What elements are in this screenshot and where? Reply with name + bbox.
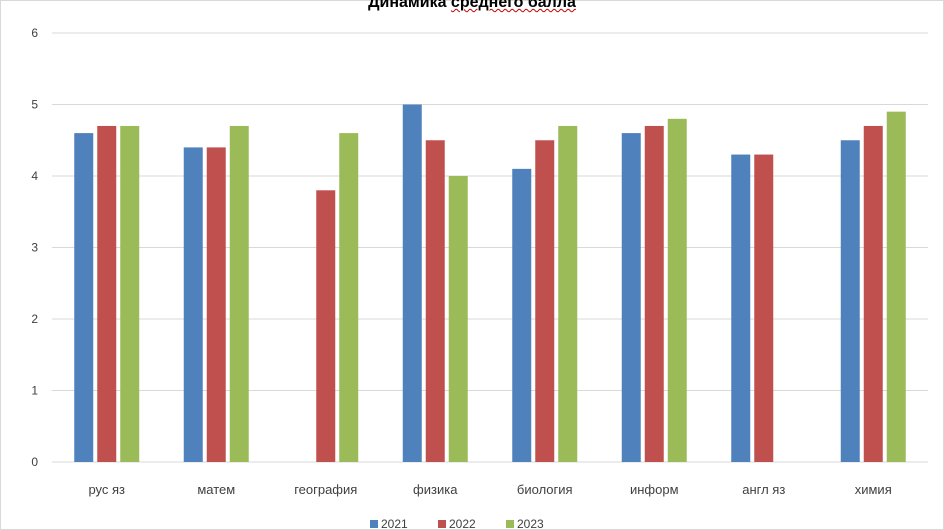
chart-title-pre: Динамика bbox=[368, 0, 451, 11]
legend-label-2021: 2021 bbox=[381, 517, 408, 530]
bar-2022-5 bbox=[644, 125, 664, 462]
y-tick-label: 5 bbox=[31, 98, 38, 112]
y-tick-label: 0 bbox=[31, 455, 38, 469]
legend-swatch-2023 bbox=[506, 520, 514, 528]
y-tick-label: 2 bbox=[31, 312, 38, 326]
bar-2021-3 bbox=[402, 104, 422, 462]
bar-2023-1 bbox=[229, 125, 249, 462]
bar-2023-4 bbox=[558, 125, 578, 462]
bar-2022-4 bbox=[535, 140, 555, 462]
bar-2022-3 bbox=[425, 140, 445, 462]
bar-2022-6 bbox=[754, 154, 774, 463]
bar-2023-2 bbox=[339, 133, 359, 462]
gridlines bbox=[52, 32, 928, 463]
bar-2021-0 bbox=[74, 133, 94, 462]
x-category-label: география bbox=[294, 482, 357, 497]
y-tick-label: 6 bbox=[31, 26, 38, 40]
bar-2022-2 bbox=[316, 190, 336, 463]
x-axis-categories: рус яз матем география физика биология информ… bbox=[88, 482, 891, 497]
legend-swatch-2022 bbox=[438, 520, 446, 528]
bar-2021-4 bbox=[512, 168, 532, 462]
legend-label-2022: 2022 bbox=[449, 517, 476, 530]
x-category-label: информ bbox=[630, 482, 679, 497]
bar-2021-5 bbox=[621, 133, 641, 462]
x-category-label: химия bbox=[855, 482, 892, 497]
y-tick-label: 3 bbox=[31, 241, 38, 255]
bar-2023-7 bbox=[886, 111, 906, 463]
bar-2021-7 bbox=[840, 140, 860, 462]
x-category-label: физика bbox=[413, 482, 458, 497]
x-category-label: матем bbox=[197, 482, 235, 497]
x-category-label: биология bbox=[517, 482, 573, 497]
y-axis-ticks: 0 1 2 3 4 5 6 bbox=[31, 26, 38, 469]
chart-title-underlined: среднего балла bbox=[450, 0, 576, 11]
legend: 2021 2022 2023 bbox=[370, 517, 544, 530]
y-tick-label: 4 bbox=[31, 169, 38, 183]
bar-2023-5 bbox=[667, 118, 687, 463]
bar-2023-0 bbox=[120, 125, 140, 462]
x-category-label: рус яз bbox=[88, 482, 125, 497]
bar-2021-6 bbox=[731, 154, 751, 463]
bar-2022-0 bbox=[97, 125, 117, 462]
bar-2022-7 bbox=[863, 125, 883, 462]
bar-2023-3 bbox=[448, 176, 468, 462]
chart-title: Динамика среднего балла bbox=[0, 0, 944, 12]
bar-2022-1 bbox=[206, 147, 226, 462]
legend-swatch-2021 bbox=[370, 520, 378, 528]
bars bbox=[74, 104, 906, 463]
x-category-label: англ яз bbox=[742, 482, 785, 497]
y-tick-label: 1 bbox=[31, 384, 38, 398]
bar-2021-1 bbox=[183, 147, 203, 462]
legend-label-2023: 2023 bbox=[517, 517, 544, 530]
